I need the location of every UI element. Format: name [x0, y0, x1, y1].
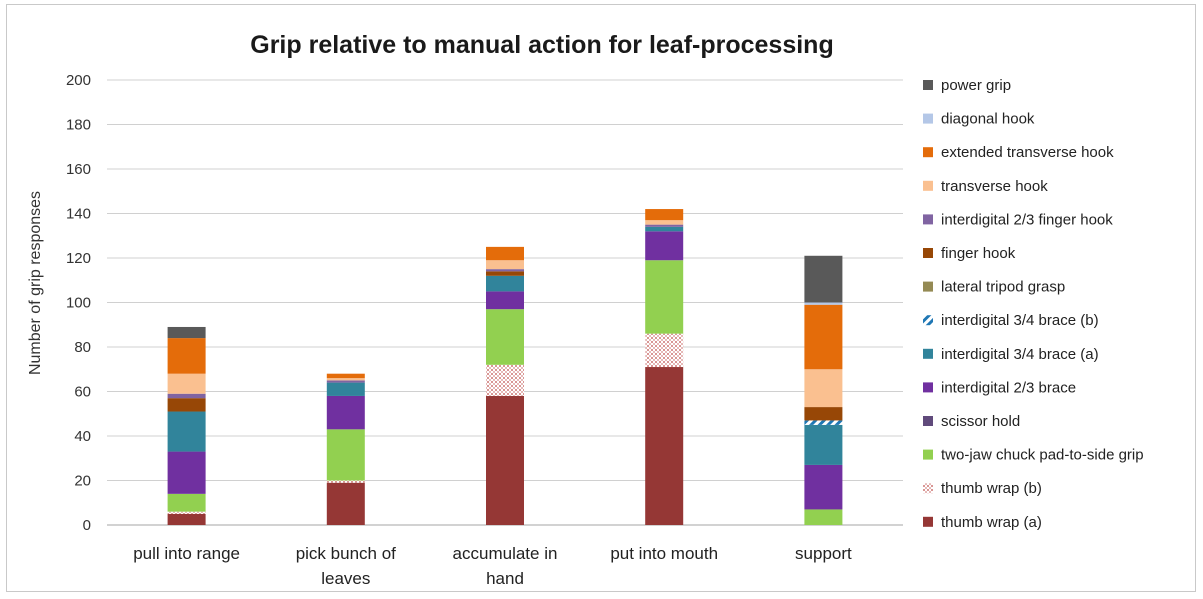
y-tick-label-20: 20: [74, 473, 91, 490]
bar-segment-c4-s10: [804, 369, 843, 408]
y-tick-label-200: 200: [66, 72, 91, 89]
legend-label-6: lateral tripod grasp: [941, 279, 1065, 296]
bar-segment-c3-s11: [645, 209, 684, 221]
bar-segment-c2-s8: [486, 271, 524, 276]
legend-label-9: interdigital 2/3 brace: [941, 379, 1076, 396]
bar-segment-c1-s11: [326, 373, 365, 379]
legend-swatch-8: [923, 348, 933, 359]
legend-label-11: two-jaw chuck pad-to-side grip: [941, 447, 1144, 464]
bar-segment-c1-s0: [326, 482, 365, 525]
legend-label-10: scissor hold: [941, 413, 1020, 430]
y-tick-label-160: 160: [66, 161, 91, 178]
bar-segment-c1-s5: [326, 382, 365, 396]
legend-swatch-3: [923, 180, 933, 191]
y-tick-label-140: 140: [66, 206, 91, 223]
bar-segment-c4-s11: [804, 304, 843, 370]
y-tick-label-180: 180: [66, 117, 91, 134]
bar-segment-c0-s1: [167, 511, 206, 514]
bar-segment-c0-s5: [167, 411, 206, 452]
y-tick-labels: 0 20 40 60 80 100 120 140 160 180 200: [66, 72, 91, 534]
bar-segment-c4-s6: [804, 420, 843, 425]
bar-segment-c4-s12: [804, 302, 843, 305]
legend-swatch-9: [923, 382, 933, 393]
legend-label-7: interdigital 3/4 brace (b): [941, 312, 1099, 329]
bar-segment-c4-s8: [804, 407, 843, 421]
chart-frame: Grip relative to manual action for leaf-…: [6, 4, 1196, 592]
bar-segment-c4-s4: [804, 464, 843, 510]
x-category-label-0: pull into range: [133, 544, 240, 563]
y-tick-label-120: 120: [66, 250, 91, 267]
bar-segment-c3-s2: [645, 260, 684, 334]
bar-segment-c4-s5: [804, 424, 843, 465]
bar-segment-c2-s1: [486, 364, 524, 396]
bar-segment-c4-s13: [804, 255, 843, 303]
bar-segment-c0-s9: [167, 393, 206, 399]
legend: power grip diagonal hook extended transver…: [923, 77, 1144, 531]
bar-segment-c3-s1: [645, 333, 684, 368]
x-category-label-3: put into mouth: [610, 544, 718, 563]
x-category-labels: pull into range pick bunch of leaves accumu…: [133, 544, 852, 588]
legend-label-3: transverse hook: [941, 178, 1048, 195]
bars: [167, 209, 843, 525]
bar-segment-c0-s4: [167, 451, 206, 494]
bar-segment-c1-s1: [326, 480, 365, 483]
legend-label-12: thumb wrap (b): [941, 480, 1042, 497]
bar-segment-c0-s10: [167, 373, 206, 394]
legend-label-2: extended transverse hook: [941, 144, 1114, 161]
x-category-label-1: pick bunch of: [296, 544, 396, 563]
bar-segment-c2-s9: [486, 269, 524, 272]
bar-segment-c3-s4: [645, 231, 684, 261]
legend-swatch-11: [923, 449, 933, 460]
y-tick-label-40: 40: [74, 428, 91, 445]
legend-swatch-6: [923, 281, 933, 292]
bar-segment-c2-s10: [486, 260, 524, 270]
legend-label-5: finger hook: [941, 245, 1016, 262]
legend-swatch-2: [923, 147, 933, 158]
bar-segment-c0-s8: [167, 398, 206, 412]
chart-title: Grip relative to manual action for leaf-…: [250, 31, 834, 59]
bar-segment-c0-s2: [167, 493, 206, 512]
legend-label-0: power grip: [941, 77, 1011, 94]
bar-segment-c2-s5: [486, 275, 524, 292]
legend-swatch-5: [923, 248, 933, 258]
x-category-label-2: accumulate in: [453, 544, 558, 563]
bar-segment-c1-s2: [326, 429, 365, 481]
bar-segment-c2-s0: [486, 395, 524, 525]
y-tick-label-0: 0: [83, 517, 91, 534]
legend-label-4: interdigital 2/3 finger hook: [941, 211, 1113, 228]
legend-label-1: diagonal hook: [941, 111, 1035, 128]
stacked-bar-chart: 0 20 40 60 80 100 120 140 160 180 200 pull into ra…: [27, 72, 1144, 588]
legend-swatch-7: [923, 315, 933, 326]
y-tick-label-60: 60: [74, 384, 91, 401]
bar-segment-c1-s10: [326, 378, 365, 381]
x-category-label-4: support: [795, 544, 852, 563]
x-category-label-1-line2: leaves: [321, 569, 370, 588]
bar-segment-c3-s10: [645, 220, 684, 225]
legend-swatch-13: [923, 516, 933, 527]
bar-segment-c2-s11: [486, 246, 524, 261]
legend-swatch-10: [923, 416, 933, 426]
bar-segment-c1-s4: [326, 395, 365, 430]
bar-segment-c2-s2: [486, 309, 524, 365]
legend-swatch-4: [923, 214, 933, 225]
bar-segment-c3-s0: [645, 367, 684, 525]
x-category-label-2-line2: hand: [486, 569, 524, 588]
bar-segment-c1-s9: [326, 380, 365, 383]
bar-segment-c0-s0: [167, 513, 206, 525]
legend-swatch-12: [923, 483, 933, 494]
y-tick-label-100: 100: [66, 295, 91, 312]
legend-label-13: thumb wrap (a): [941, 514, 1042, 531]
bar-segment-c4-s2: [804, 509, 843, 525]
y-axis-label: Number of grip responses: [27, 191, 44, 375]
bar-segment-c3-s9: [645, 224, 684, 227]
bar-segment-c3-s5: [645, 226, 684, 232]
bar-segment-c0-s13: [167, 326, 206, 339]
legend-label-8: interdigital 3/4 brace (a): [941, 346, 1099, 363]
y-tick-label-80: 80: [74, 339, 91, 356]
bar-segment-c2-s4: [486, 291, 524, 310]
legend-swatch-0: [923, 80, 933, 90]
legend-swatch-1: [923, 113, 933, 124]
bar-segment-c0-s11: [167, 338, 206, 374]
